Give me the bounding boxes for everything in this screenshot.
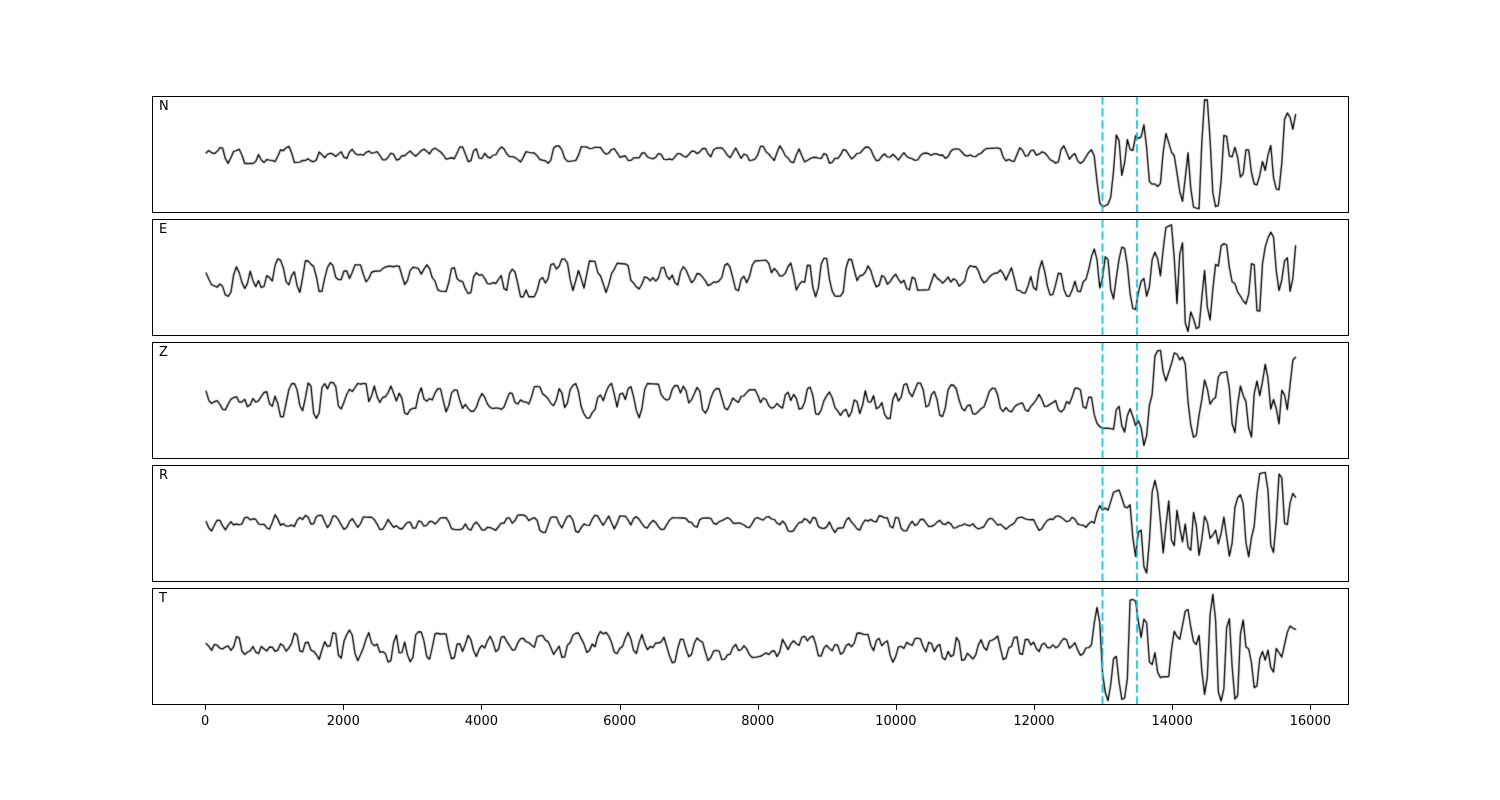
x-tick-label: 6000 <box>603 714 637 729</box>
x-tick-label: 0 <box>201 714 210 729</box>
x-tick-mark <box>1172 705 1174 710</box>
panel-label-z: Z <box>159 345 168 360</box>
x-tick-mark <box>1310 705 1312 710</box>
waveform-canvas-z <box>153 343 1348 458</box>
waveform-canvas-r <box>153 466 1348 581</box>
x-tick-label: 4000 <box>464 714 498 729</box>
waveform-panel-e: E <box>152 219 1349 336</box>
panel-label-t: T <box>159 591 167 606</box>
x-tick-label: 14000 <box>1151 714 1193 729</box>
waveform-panel-z: Z <box>152 342 1349 459</box>
x-tick-label: 12000 <box>1013 714 1055 729</box>
waveform-panel-t: T <box>152 588 1349 705</box>
waveform-canvas-e <box>153 220 1348 335</box>
waveform-panel-n: N <box>152 96 1349 213</box>
x-tick-mark <box>895 705 897 710</box>
x-tick-label: 2000 <box>326 714 360 729</box>
panel-label-n: N <box>159 99 169 114</box>
x-tick-mark <box>205 705 207 710</box>
x-tick-label: 10000 <box>875 714 917 729</box>
panel-label-e: E <box>159 222 168 237</box>
x-tick-mark <box>343 705 345 710</box>
x-tick-mark <box>757 705 759 710</box>
x-tick-mark <box>619 705 621 710</box>
waveform-canvas-n <box>153 97 1348 212</box>
x-axis: 0 2000 4000 6000 8000 10000 12000 14000 16000 <box>152 705 1349 739</box>
waveform-canvas-t <box>153 589 1348 704</box>
x-tick-mark <box>1034 705 1036 710</box>
waveform-figure: N E Z R T <box>152 96 1349 711</box>
panel-label-r: R <box>159 468 169 483</box>
x-tick-label: 8000 <box>741 714 775 729</box>
x-tick-mark <box>481 705 483 710</box>
waveform-panel-r: R <box>152 465 1349 582</box>
x-tick-label: 16000 <box>1289 714 1331 729</box>
